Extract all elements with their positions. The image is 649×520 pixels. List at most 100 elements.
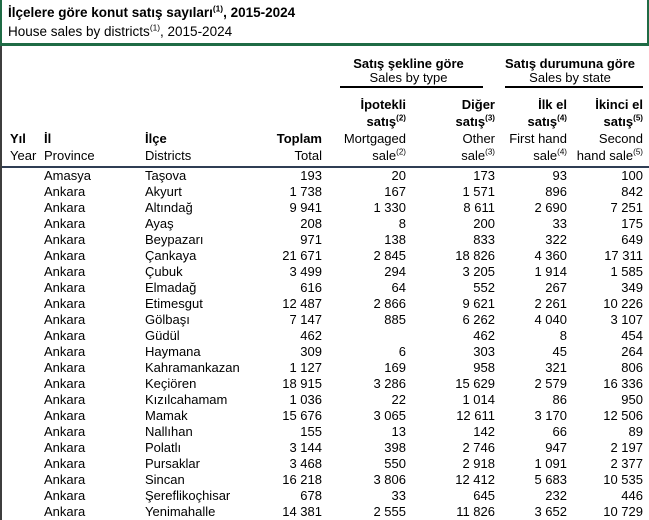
cell-province: Ankara [44,456,86,471]
group-title-en: Sales by type [369,70,448,85]
cell-other: 303 [473,344,495,359]
cell-province: Ankara [44,232,86,247]
group-title-tr: Satış şekline göre [353,56,464,71]
column-header-other: Diğer satış(3) Other sale(3) [406,96,495,166]
column-header-first_hand: İlk el satış(4) First hand sale(4) [495,96,567,166]
table-row: Ankara Kahramankazan 1 127 169 958 321 806 [2,360,649,376]
cell-total: 3 144 [289,440,322,455]
footnote-marker: (2) [396,147,406,157]
cell-first_hand: 86 [552,392,567,407]
header-line: hand sale(5) [576,147,643,163]
cell-district: Ayaş [145,216,174,231]
page-title-text: İlçelere göre konut satış sayıları [8,5,213,20]
page-title-years: , 2015-2024 [223,5,296,20]
cell-second_hand: 454 [621,328,643,343]
table-row: Ankara Ayaş 208 8 200 33 175 [2,216,649,232]
footnote-marker: (2) [396,113,406,123]
column-header-second_hand: İkinci el satış(5) Second hand sale(5) [567,96,643,166]
cell-mortgaged: 33 [391,488,406,503]
cell-year [2,392,44,408]
cell-year [2,312,44,328]
cell-year [2,168,44,184]
cell-mortgaged: 2 555 [373,504,406,519]
cell-district: Güdül [145,328,180,343]
cell-province: Ankara [44,296,86,311]
cell-first_hand: 2 579 [534,376,567,391]
cell-year [2,328,44,344]
cell-second_hand: 349 [621,280,643,295]
header-line: İkinci el [595,97,643,112]
table-row: Ankara Altındağ 9 941 1 330 8 611 2 690 7 251 [2,200,649,216]
cell-first_hand: 33 [552,216,567,231]
cell-other: 173 [473,168,495,183]
header-line: sale(4) [533,147,567,163]
page-title: İlçelere göre konut satış sayıları(1), 2… [8,3,647,22]
cell-year [2,456,44,472]
cell-other: 18 826 [455,248,495,263]
cell-total: 9 941 [289,200,322,215]
header-line: satış(5) [603,113,643,129]
cell-second_hand: 17 311 [604,248,643,263]
cell-total: 18 915 [282,376,322,391]
subtitle-footnote-marker: (1) [149,22,161,33]
cell-second_hand: 89 [628,424,643,439]
cell-first_hand: 4 040 [534,312,567,327]
cell-total: 16 218 [282,472,322,487]
cell-year [2,184,44,200]
table-row: Ankara Gölbaşı 7 147 885 6 262 4 040 3 107 [2,312,649,328]
cell-first_hand: 3 170 [534,408,567,423]
cell-province: Ankara [44,248,86,263]
cell-year [2,488,44,504]
cell-mortgaged: 6 [398,344,406,359]
table-row: Ankara Etimesgut 12 487 2 866 9 621 2 261 10 2… [2,296,649,312]
cell-year [2,360,44,376]
cell-province: Ankara [44,376,86,391]
header-line: Diğer [461,97,495,112]
cell-other: 142 [473,424,495,439]
cell-mortgaged: 64 [391,280,406,295]
cell-province: Ankara [44,504,86,519]
cell-total: 3 499 [289,264,322,279]
cell-province: Ankara [44,344,86,359]
cell-mortgaged: 8 [398,216,406,231]
footnote-marker: (4) [557,147,567,157]
header-line: First hand [509,131,567,146]
cell-mortgaged: 398 [384,440,406,455]
cell-total: 193 [300,168,322,183]
page-subtitle: House sales by districts(1), 2015-2024 [8,22,647,41]
header-line: İl [44,131,52,146]
table-row: Ankara Haymana 309 6 303 45 264 [2,344,649,360]
header-line: Mortgaged [343,131,406,146]
cell-year [2,232,44,248]
cell-year [2,248,44,264]
cell-province: Amasya [44,168,91,183]
column-header-total: Toplam Total [255,130,322,166]
cell-first_hand: 2 690 [534,200,567,215]
header-line: Province [44,148,95,163]
column-header-mortgaged: İpotekli satış(2) Mortgaged sale(2) [322,96,406,166]
cell-second_hand: 7 251 [610,200,643,215]
cell-district: Yenimahalle [145,504,216,519]
cell-province: Ankara [44,264,86,279]
cell-second_hand: 3 107 [610,312,643,327]
cell-year [2,408,44,424]
cell-mortgaged: 294 [384,264,406,279]
cell-province: Ankara [44,184,86,199]
header-line: Toplam [276,131,322,146]
header-line: satış(3) [455,113,495,129]
title-footnote-marker: (1) [212,3,224,14]
header-line: Yıl [10,131,26,146]
cell-other: 462 [473,328,495,343]
cell-year [2,264,44,280]
cell-district: Kızılcahamam [145,392,228,407]
cell-other: 15 629 [455,376,495,391]
cell-total: 12 487 [282,296,322,311]
footnote-marker: (4) [557,113,567,123]
cell-second_hand: 842 [621,184,643,199]
cell-other: 2 918 [462,456,495,471]
cell-province: Ankara [44,200,86,215]
cell-mortgaged: 167 [384,184,406,199]
cell-year [2,440,44,456]
column-header-district: İlçe Districts [145,130,255,166]
header-line: Second [598,131,643,146]
